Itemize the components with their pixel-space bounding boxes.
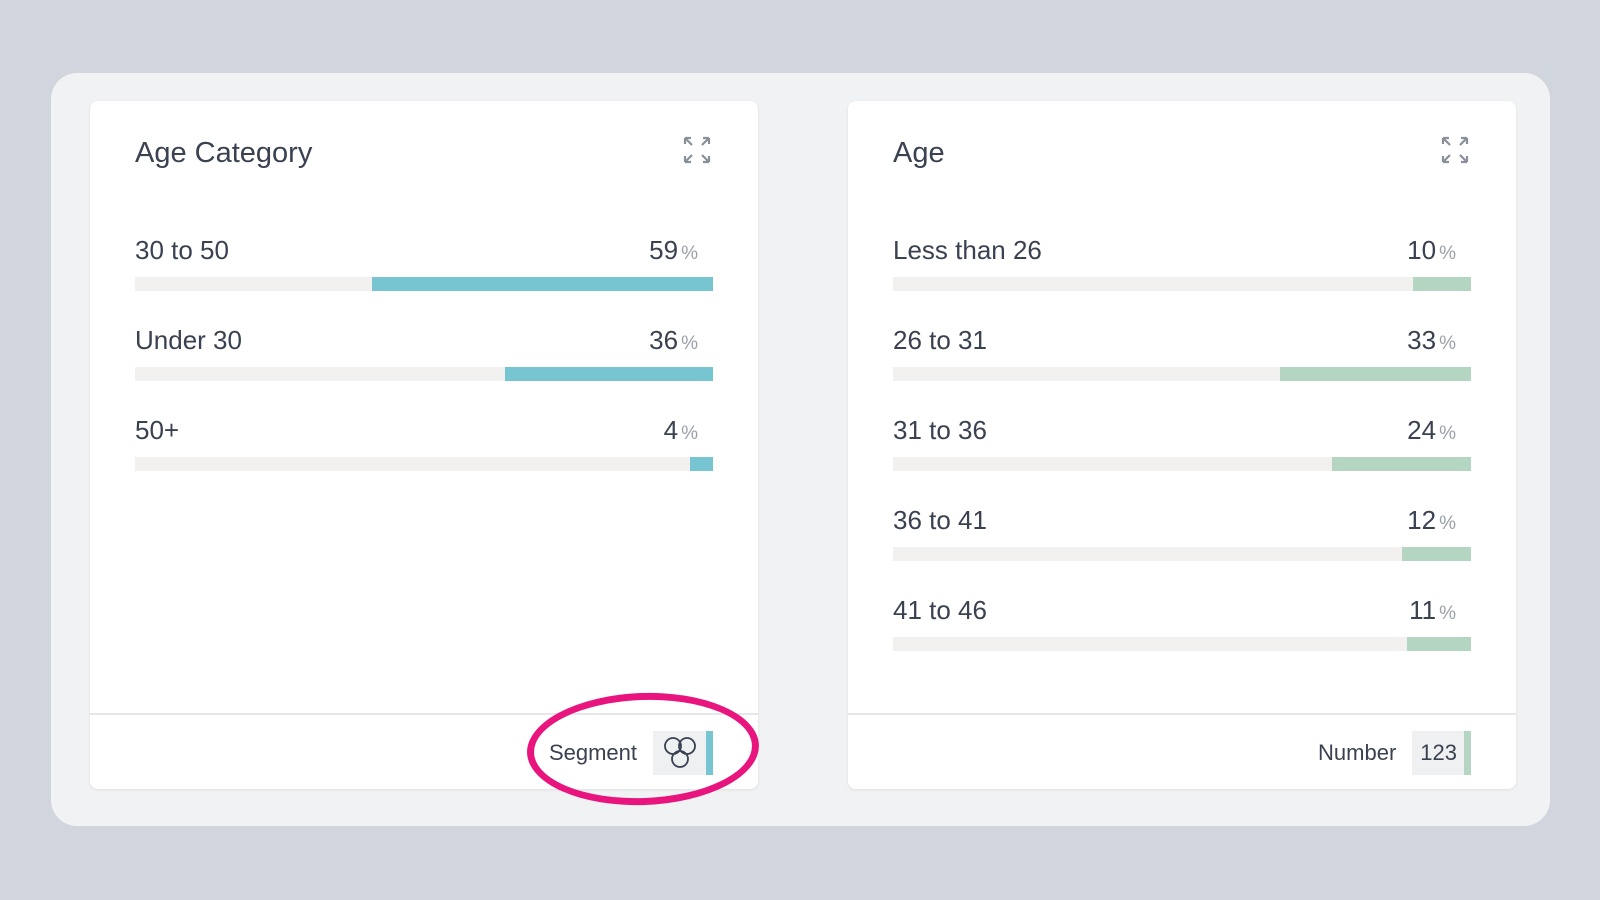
number-label: Number bbox=[1318, 740, 1397, 765]
bar-list: Less than 26 10% 26 to 31 33% 31 to 36 2… bbox=[893, 235, 1471, 689]
row-percent: 24% bbox=[1407, 415, 1456, 445]
bar-fill bbox=[689, 457, 713, 471]
bar-row: 50+ 4% bbox=[135, 415, 713, 509]
bar-track bbox=[135, 277, 713, 291]
expand-icon[interactable] bbox=[682, 135, 712, 165]
expand-icon[interactable] bbox=[1440, 135, 1470, 165]
row-percent: 11% bbox=[1409, 595, 1456, 625]
bar-row: Under 30 36% bbox=[135, 325, 713, 419]
bar-fill bbox=[1401, 547, 1471, 561]
bar-list: 30 to 50 59% Under 30 36% 50+ 4% bbox=[135, 235, 713, 509]
bar-fill bbox=[1280, 367, 1471, 381]
card-title: Age Category bbox=[135, 137, 313, 169]
bar-row: 41 to 46 11% bbox=[893, 595, 1471, 689]
row-label: 41 to 46 bbox=[893, 595, 987, 625]
row-percent: 33% bbox=[1407, 325, 1456, 355]
row-label: Less than 26 bbox=[893, 235, 1042, 265]
row-percent: 4% bbox=[663, 415, 698, 445]
bar-fill bbox=[504, 367, 713, 381]
segment-button[interactable] bbox=[653, 731, 713, 775]
row-label: 26 to 31 bbox=[893, 325, 987, 355]
bar-row: 36 to 41 12% bbox=[893, 505, 1471, 599]
segment-circles-icon bbox=[664, 737, 696, 768]
bar-fill bbox=[1332, 457, 1471, 471]
bar-row: 26 to 31 33% bbox=[893, 325, 1471, 419]
bar-track bbox=[893, 457, 1471, 471]
age-category-card: Age Category 30 to 50 59% Under 30 36% 5… bbox=[90, 101, 758, 789]
card-footer: Number 123 bbox=[848, 713, 1516, 789]
card-footer: Segment bbox=[90, 713, 758, 789]
bar-fill bbox=[1413, 277, 1471, 291]
segment-label: Segment bbox=[548, 740, 637, 765]
bar-row: 30 to 50 59% bbox=[135, 235, 713, 329]
card-title: Age bbox=[893, 137, 945, 169]
number-value: 123 bbox=[1420, 740, 1457, 765]
bar-fill bbox=[371, 277, 713, 291]
bar-track bbox=[893, 637, 1471, 651]
row-label: Under 30 bbox=[135, 325, 242, 355]
number-button[interactable]: 123 bbox=[1412, 731, 1471, 775]
bar-row: 31 to 36 24% bbox=[893, 415, 1471, 509]
row-percent: 10% bbox=[1407, 235, 1456, 265]
row-label: 30 to 50 bbox=[135, 235, 229, 265]
row-label: 36 to 41 bbox=[893, 505, 987, 535]
bar-track bbox=[893, 277, 1471, 291]
row-percent: 36% bbox=[649, 325, 698, 355]
bar-fill bbox=[1407, 637, 1471, 651]
bar-track bbox=[135, 367, 713, 381]
bar-row: Less than 26 10% bbox=[893, 235, 1471, 329]
row-label: 31 to 36 bbox=[893, 415, 987, 445]
age-card: Age Less than 26 10% 26 to 31 33% 31 to … bbox=[848, 101, 1516, 789]
row-percent: 12% bbox=[1407, 505, 1456, 535]
row-percent: 59% bbox=[649, 235, 698, 265]
bar-track bbox=[893, 547, 1471, 561]
bar-track bbox=[893, 367, 1471, 381]
bar-track bbox=[135, 457, 713, 471]
row-label: 50+ bbox=[135, 415, 180, 445]
